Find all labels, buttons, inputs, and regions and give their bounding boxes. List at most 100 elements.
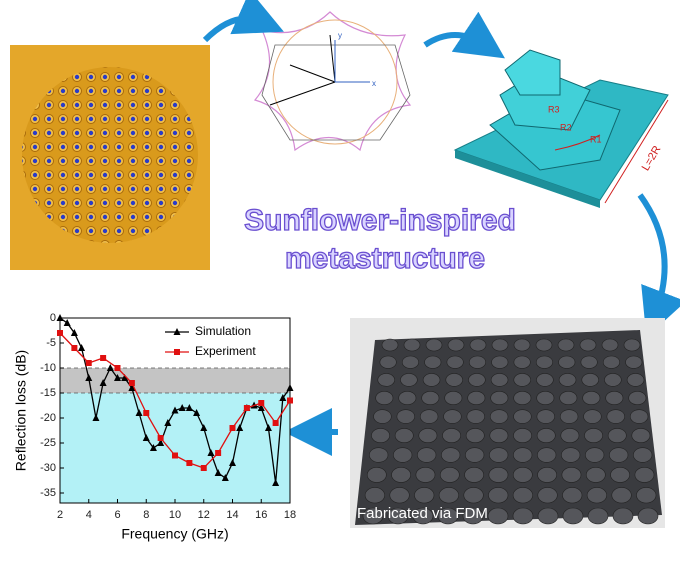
bump [633, 447, 653, 463]
y-tick-label: 0 [50, 312, 56, 324]
y-tick-label: -20 [40, 412, 56, 424]
y-tick-label: -10 [40, 362, 56, 374]
y-tick-label: -5 [46, 337, 56, 349]
bump [587, 507, 609, 525]
bump [394, 428, 414, 443]
headline-line: metastructure [285, 242, 485, 275]
sunflower-seeds [22, 67, 198, 243]
point [272, 420, 279, 426]
bump [562, 507, 584, 525]
radius-label: R2 [560, 122, 572, 132]
headline-line: Sunflower-inspired [244, 204, 516, 237]
bump [513, 355, 531, 369]
bump [371, 428, 390, 443]
length-label: L=2R [640, 144, 664, 173]
bump [366, 467, 387, 483]
bump [468, 355, 486, 369]
point [279, 394, 287, 401]
bump [636, 487, 657, 504]
point [172, 452, 178, 459]
bump [631, 428, 651, 443]
point [114, 374, 121, 381]
point [257, 404, 265, 411]
bump [489, 409, 509, 424]
bump [513, 391, 532, 405]
bump [559, 409, 579, 424]
headline: Sunflower-inspired metastructure [244, 203, 517, 275]
x-axis-title: Frequency (GHz) [121, 526, 228, 542]
bump [444, 391, 463, 405]
bump [465, 447, 485, 463]
point [157, 435, 164, 441]
y-tick-label: -35 [40, 487, 56, 499]
bump [445, 373, 463, 387]
point [214, 469, 222, 476]
bump [421, 391, 440, 405]
bump [583, 409, 602, 424]
point [193, 409, 201, 416]
bump [537, 507, 559, 525]
point [99, 379, 107, 386]
bump [443, 409, 462, 424]
bump [391, 467, 411, 483]
bump [513, 373, 531, 387]
bump [585, 467, 606, 483]
bump [396, 409, 415, 424]
bump [629, 409, 649, 424]
bump [637, 507, 659, 525]
bump [536, 373, 554, 387]
point [128, 384, 136, 391]
bump [512, 507, 534, 525]
point [186, 460, 193, 466]
bump [415, 467, 436, 483]
bump [393, 447, 413, 463]
bump [537, 467, 557, 483]
bump [424, 355, 442, 369]
bump [582, 391, 601, 405]
bump [491, 338, 509, 352]
y-axis-title: Reflection loss (dB) [13, 350, 29, 471]
point [149, 444, 157, 451]
point [57, 330, 63, 336]
point [143, 410, 150, 416]
bump [628, 391, 647, 405]
bump [462, 507, 484, 525]
bump [560, 428, 580, 443]
bump [364, 487, 385, 504]
bump [561, 447, 581, 463]
lattice-diagram [253, 11, 412, 152]
metastructure-model [453, 49, 669, 208]
bump [584, 428, 603, 443]
y-tick-label: -25 [40, 437, 56, 449]
bump-grid [362, 338, 659, 525]
bump [579, 338, 597, 352]
bump [537, 487, 558, 504]
bump [412, 507, 434, 525]
bump [625, 355, 643, 369]
bump [536, 391, 555, 405]
bump [609, 447, 629, 463]
bump [605, 391, 624, 405]
point [164, 419, 172, 426]
bump [422, 373, 441, 387]
bump [601, 338, 619, 352]
legend-marker [174, 349, 180, 355]
legend-label: Experiment [195, 344, 256, 358]
point [71, 345, 78, 351]
band [60, 368, 290, 393]
point [142, 434, 150, 441]
bump [512, 487, 533, 504]
bump [488, 467, 509, 483]
radius-label: R1 [590, 134, 602, 144]
bump [425, 338, 443, 352]
bump [401, 355, 419, 369]
bump [465, 428, 485, 443]
bump [604, 373, 622, 387]
bump [442, 428, 461, 443]
bump [438, 487, 459, 504]
bump [536, 409, 555, 424]
point [85, 374, 93, 381]
point [243, 405, 250, 411]
point [157, 439, 165, 446]
